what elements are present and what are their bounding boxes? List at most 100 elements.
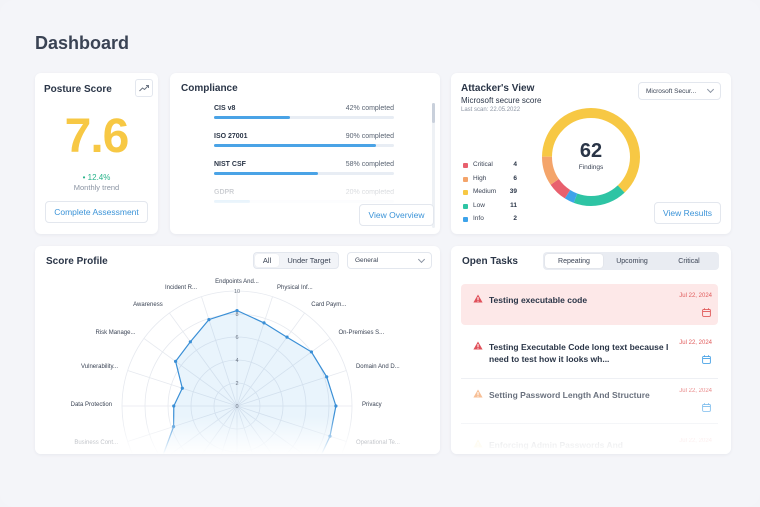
compliance-name: NIST CSF	[214, 161, 246, 168]
radar-spoke	[143, 338, 238, 407]
findings-donut	[542, 108, 640, 206]
legend-label: High	[473, 174, 487, 182]
donut-slice-high[interactable]	[542, 108, 640, 206]
source-select[interactable]: Microsoft Secur...	[638, 82, 721, 100]
task-title: Testing executable code	[489, 295, 588, 305]
legend-value: 39	[509, 188, 517, 195]
legend-item: Low 11	[463, 202, 517, 212]
radar-spoke	[236, 338, 331, 407]
attackers-view-card: Attacker's View Microsoft secure score L…	[451, 73, 731, 234]
attackers-view-title: Attacker's View	[461, 83, 535, 94]
radar-axis-label: Data Protection	[70, 402, 112, 408]
filter-under-target[interactable]: Under Target	[287, 256, 331, 265]
task-item[interactable]: Testing Executable Code long text becaus…	[461, 331, 718, 376]
view-results-button[interactable]: View Results	[654, 202, 721, 224]
donut-slice-low[interactable]	[542, 108, 640, 206]
legend-swatch	[463, 217, 468, 222]
legend-item: Critical 4	[463, 161, 517, 171]
radar-point[interactable]	[285, 335, 289, 339]
radar-point[interactable]	[207, 317, 211, 322]
compliance-progress-fill	[214, 144, 376, 147]
scrollbar-thumb[interactable]	[432, 103, 435, 123]
last-scan-date: Last scan: 22.05.2022	[461, 107, 521, 113]
radar-axis-label: Awareness	[133, 302, 163, 309]
radar-point[interactable]	[325, 375, 329, 379]
radar-point[interactable]	[172, 404, 176, 408]
radar-axis-label: On-Premises S...	[338, 329, 385, 336]
radar-point[interactable]	[235, 308, 239, 313]
task-date: Jul 22, 2024	[679, 340, 712, 346]
calendar-icon[interactable]	[702, 355, 711, 364]
radar-axis-label: Privacy	[362, 402, 382, 408]
radar-point[interactable]	[262, 321, 266, 325]
radar-point[interactable]	[334, 404, 338, 408]
radar-point[interactable]	[188, 340, 192, 344]
legend-value: 2	[513, 215, 517, 222]
complete-assessment-button[interactable]: Complete Assessment	[45, 201, 148, 223]
radar-tick-label: 8	[235, 312, 238, 318]
tab-upcoming[interactable]: Upcoming	[616, 257, 648, 265]
target-filter-toggle: All Under Target	[253, 252, 339, 269]
compliance-name: CIS v8	[214, 105, 236, 112]
filter-all[interactable]: All	[255, 254, 279, 267]
task-item[interactable]: Testing executable code Jul 22, 2024	[461, 284, 718, 325]
chevron-down-icon	[706, 85, 715, 94]
compliance-progress	[214, 116, 394, 119]
radar-axis-label: Card Paym...	[311, 302, 347, 309]
radar-tick-label: 2	[235, 381, 238, 387]
score-profile-card: Score Profile All Under Target General 1…	[35, 246, 440, 454]
compliance-scrollbar[interactable]	[432, 103, 435, 228]
open-tasks-card: Open Tasks Repeating Upcoming Critical T…	[451, 246, 731, 454]
task-date: Jul 22, 2024	[679, 293, 712, 299]
radar-tick-label: 10	[234, 289, 240, 295]
radar-axis-label: Incident R...	[164, 285, 197, 292]
legend-value: 6	[513, 174, 517, 182]
tab-repeating[interactable]: Repeating	[545, 254, 603, 268]
compliance-progress-fill	[214, 172, 319, 175]
legend-item: Info 2	[463, 215, 517, 225]
compliance-progress-fill	[214, 116, 290, 119]
radar-point[interactable]	[309, 350, 314, 354]
compliance-percent: 58% completed	[345, 161, 394, 168]
page-title: Dashboard	[35, 33, 130, 53]
radar-spoke	[236, 312, 305, 407]
radar-spoke	[236, 296, 273, 407]
radar-axis-label: Vulnerability...	[81, 363, 119, 370]
compliance-progress	[214, 172, 394, 175]
radar-point[interactable]	[173, 359, 178, 363]
tab-critical[interactable]: Critical	[678, 257, 700, 265]
calendar-icon[interactable]	[702, 308, 711, 317]
radar-fade	[35, 416, 440, 454]
trend-button[interactable]	[135, 79, 153, 97]
open-tasks-title: Open Tasks	[462, 256, 518, 267]
warning-icon	[473, 389, 483, 398]
legend-label: Critical	[473, 161, 493, 168]
warning-icon	[473, 341, 483, 350]
legend-label: Info	[473, 215, 484, 222]
radar-axis-label: Endpoints And...	[215, 279, 259, 285]
posture-score-value: 7.6	[64, 110, 130, 163]
legend-swatch	[463, 176, 468, 182]
view-overview-button[interactable]: View Overview	[359, 204, 434, 226]
radar-spoke	[169, 312, 238, 407]
trend-up-icon	[139, 85, 149, 92]
findings-count: 62	[579, 140, 603, 162]
legend-swatch	[463, 190, 468, 195]
compliance-percent: 42% completed	[345, 105, 394, 112]
radar-spoke	[201, 296, 238, 407]
task-date: Jul 22, 2024	[679, 388, 712, 394]
radar-tick-label: 6	[235, 335, 238, 341]
legend-swatch	[463, 203, 468, 209]
legend-swatch	[463, 163, 468, 168]
donut-slice-medium[interactable]	[542, 108, 640, 206]
task-divider	[461, 378, 718, 379]
posture-score-title: Posture Score	[44, 84, 112, 95]
radar-point[interactable]	[180, 386, 184, 390]
task-tabs: Repeating Upcoming Critical	[543, 252, 719, 270]
attackers-subtitle: Microsoft secure score	[461, 96, 542, 105]
tasks-fade	[451, 406, 731, 454]
legend-value: 11	[510, 201, 517, 209]
warning-icon	[473, 294, 483, 303]
category-select[interactable]: General	[347, 252, 432, 269]
radar-axis-label: Physical Inf...	[277, 285, 313, 292]
